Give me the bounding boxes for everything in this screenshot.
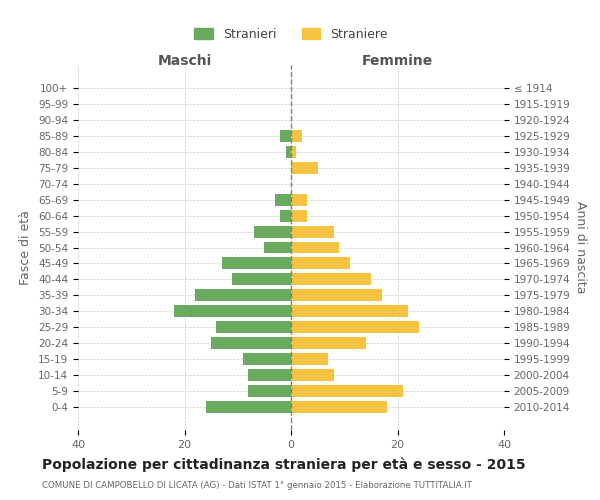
Bar	[222, 258, 291, 270]
Bar	[243, 354, 291, 366]
Bar	[206, 402, 291, 413]
Bar	[291, 338, 365, 349]
Legend: Stranieri, Straniere: Stranieri, Straniere	[191, 24, 392, 44]
Bar	[232, 274, 291, 285]
Bar	[195, 290, 291, 302]
Bar	[291, 210, 307, 222]
Bar	[291, 130, 302, 141]
Bar	[248, 370, 291, 382]
Bar	[291, 242, 339, 254]
Bar	[211, 338, 291, 349]
Bar	[291, 354, 328, 366]
Y-axis label: Fasce di età: Fasce di età	[19, 210, 32, 285]
Bar	[291, 290, 382, 302]
Bar	[291, 258, 350, 270]
Bar	[248, 386, 291, 398]
Bar	[280, 130, 291, 141]
Bar	[280, 210, 291, 222]
Bar	[291, 306, 408, 318]
Bar	[275, 194, 291, 205]
Text: Maschi: Maschi	[157, 54, 212, 68]
Bar	[291, 226, 334, 237]
Text: COMUNE DI CAMPOBELLO DI LICATA (AG) - Dati ISTAT 1° gennaio 2015 - Elaborazione : COMUNE DI CAMPOBELLO DI LICATA (AG) - Da…	[42, 481, 472, 490]
Bar	[291, 194, 307, 205]
Bar	[286, 146, 291, 158]
Bar	[254, 226, 291, 237]
Bar	[174, 306, 291, 318]
Bar	[291, 274, 371, 285]
Text: Femmine: Femmine	[362, 54, 433, 68]
Bar	[291, 402, 387, 413]
Bar	[291, 322, 419, 334]
Text: Popolazione per cittadinanza straniera per età e sesso - 2015: Popolazione per cittadinanza straniera p…	[42, 458, 526, 472]
Y-axis label: Anni di nascita: Anni di nascita	[574, 201, 587, 294]
Bar	[291, 162, 317, 173]
Bar	[265, 242, 291, 254]
Bar	[291, 370, 334, 382]
Bar	[217, 322, 291, 334]
Bar	[291, 146, 296, 158]
Bar	[291, 386, 403, 398]
